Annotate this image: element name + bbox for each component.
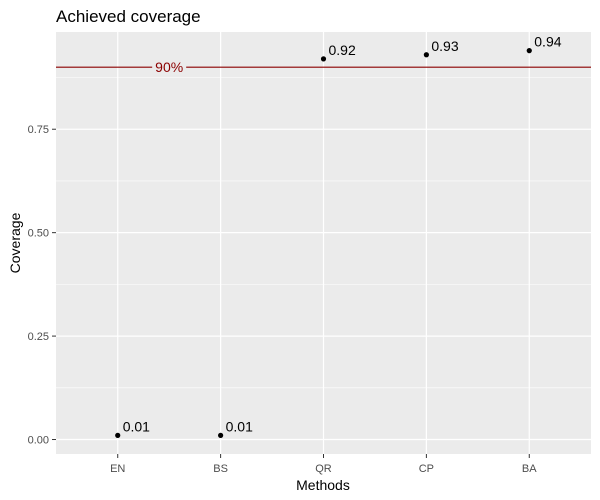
data-labels: 0.01 0.01 0.92 0.93 0.94 [123, 34, 562, 435]
y-axis-title: Coverage [7, 212, 23, 273]
chart-title: Achieved coverage [56, 7, 201, 26]
data-label: 0.92 [329, 42, 356, 58]
data-label: 0.93 [431, 38, 458, 54]
x-tick-label: EN [110, 463, 125, 475]
reference-line-group: 90% [56, 59, 591, 76]
reference-label-background [152, 59, 187, 76]
x-tick-label: BS [213, 463, 228, 475]
y-tick-label: 0.25 [28, 331, 49, 343]
data-point [218, 432, 224, 438]
data-label: 0.01 [123, 418, 150, 434]
x-axis-title: Methods [296, 477, 350, 493]
x-tick-label: CP [419, 463, 434, 475]
data-label: 0.94 [534, 34, 561, 50]
y-tick-label: 0.75 [28, 124, 49, 136]
y-tick-label: 0.50 [28, 228, 49, 240]
reference-label: 90% [155, 59, 183, 75]
data-label: 0.01 [226, 418, 253, 434]
data-point [320, 56, 327, 62]
data-point [526, 48, 532, 54]
x-tick-label: BA [522, 463, 537, 475]
x-axis: EN BS QR CP BA [110, 454, 537, 475]
y-axis: 0.00 0.25 0.50 0.75 [28, 124, 56, 447]
major-grid [56, 32, 591, 454]
data-points [115, 48, 532, 438]
data-point [423, 52, 429, 58]
data-point [115, 432, 121, 438]
x-tick-label: QR [315, 463, 332, 475]
y-tick-label: 0.00 [28, 435, 49, 447]
